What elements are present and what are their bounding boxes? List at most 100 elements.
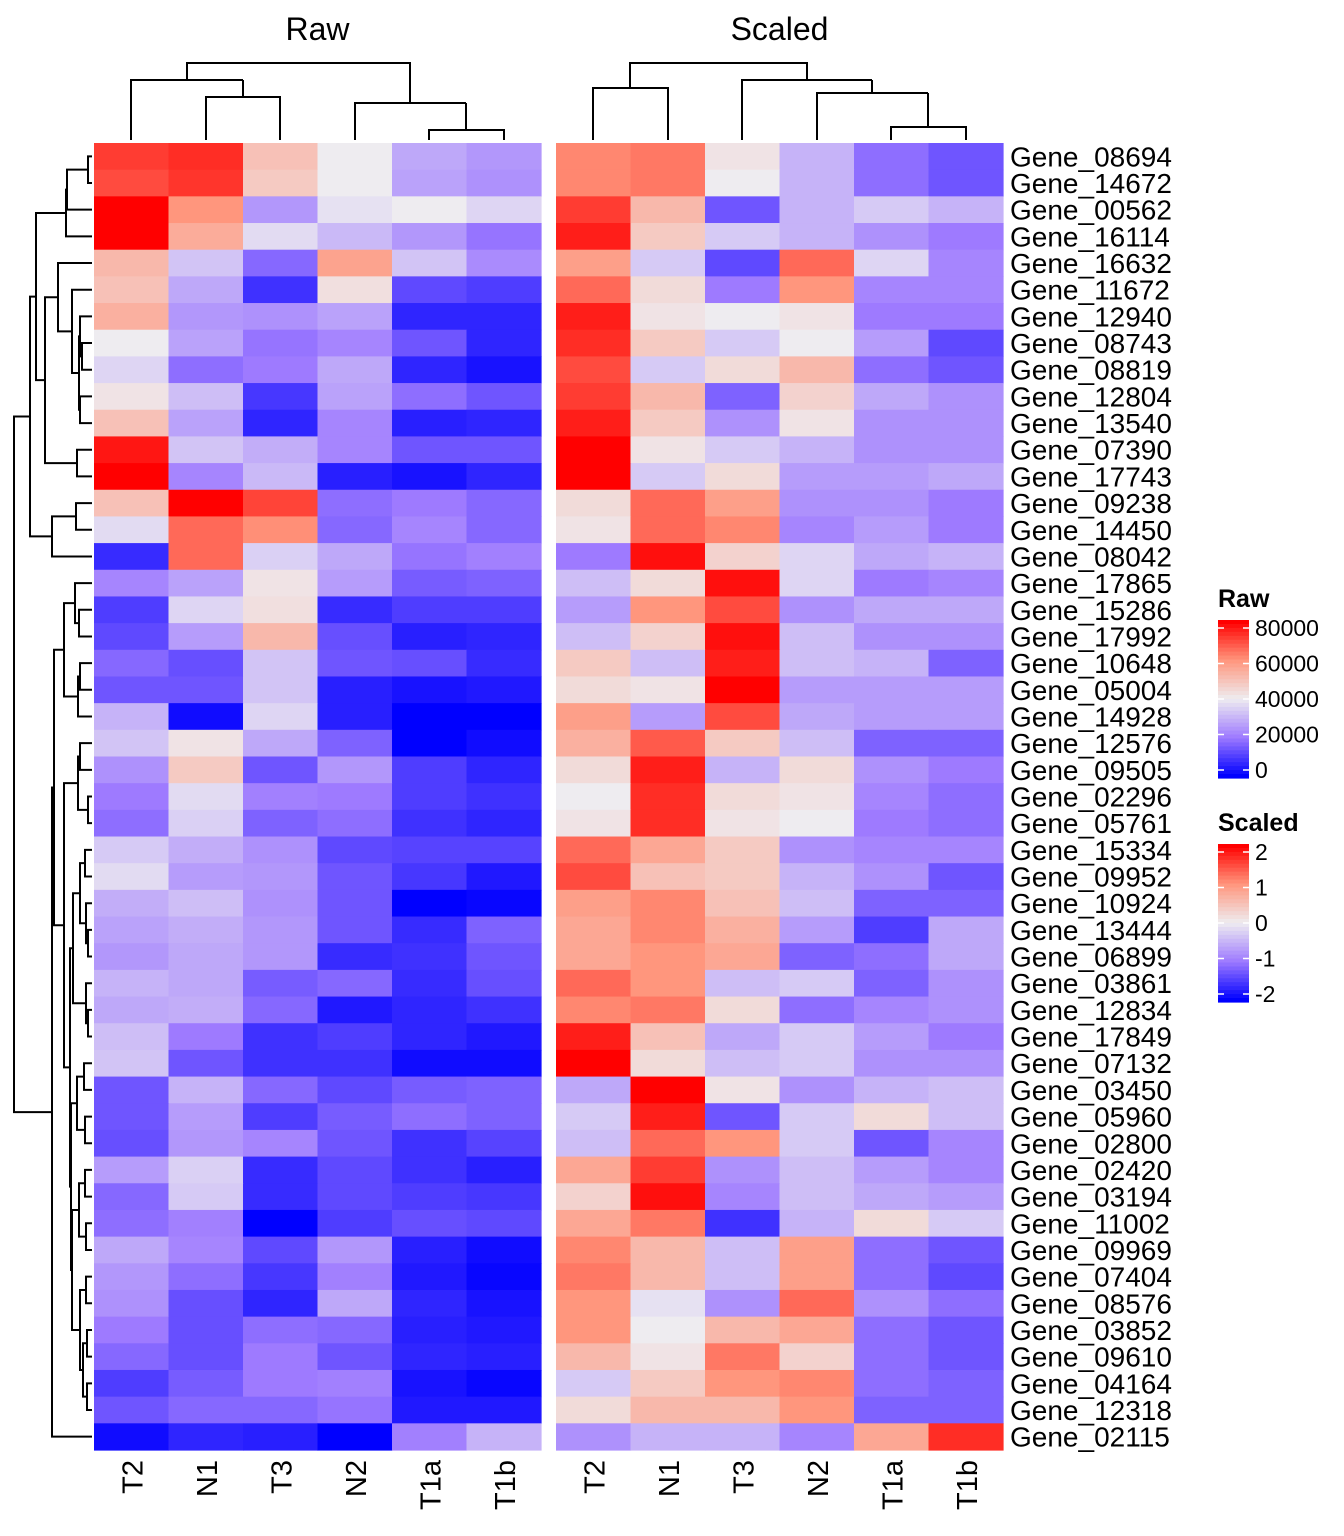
heatmap-cell xyxy=(779,836,855,864)
row-dendrogram-branch xyxy=(76,448,92,478)
heatmap-cell xyxy=(168,196,244,224)
heatmap-cell xyxy=(317,996,393,1024)
heatmap-cell xyxy=(630,196,706,224)
heatmap-cell xyxy=(168,276,244,304)
heatmap-cell xyxy=(854,703,930,731)
heatmap-cell xyxy=(705,1183,781,1211)
heatmap-cell xyxy=(630,489,706,518)
heatmap-cell xyxy=(556,276,632,304)
heatmap-cell xyxy=(94,1023,170,1051)
heatmap-cell xyxy=(705,303,781,331)
heatmap-cell xyxy=(705,1129,781,1158)
legend-color-step xyxy=(1218,699,1249,704)
row-label: Gene_12834 xyxy=(1010,995,1172,1026)
heatmap-cell xyxy=(392,569,468,598)
heatmap-cell xyxy=(630,249,706,277)
heatmap-cell xyxy=(556,623,632,651)
heatmap-cell xyxy=(168,756,244,784)
column-label: T1b xyxy=(490,1460,522,1510)
heatmap-cell xyxy=(705,943,781,971)
heatmap-cell xyxy=(928,196,1004,224)
legend-color-step xyxy=(1218,774,1249,779)
legend-color-step xyxy=(1218,718,1249,724)
heatmap-cell xyxy=(168,1289,244,1318)
heatmap-cell xyxy=(928,703,1004,731)
heatmap-cell xyxy=(317,756,393,784)
heatmap-cell xyxy=(928,223,1004,251)
heatmap-cell xyxy=(630,596,706,624)
heatmap-cell xyxy=(854,676,930,704)
heatmap-cell xyxy=(168,596,244,624)
heatmap-cell xyxy=(392,1423,468,1451)
heatmap-cell xyxy=(705,169,781,197)
heatmap-cell xyxy=(317,783,393,811)
heatmap-cell xyxy=(243,943,319,971)
heatmap-cell xyxy=(392,596,468,624)
legend-color-step xyxy=(1218,695,1249,700)
heatmap-cell xyxy=(243,1156,319,1184)
heatmap-cell xyxy=(705,143,781,171)
heatmap-cell xyxy=(243,1103,319,1131)
heatmap-cell xyxy=(243,649,319,678)
heatmap-cell xyxy=(556,596,632,624)
heatmap-cell xyxy=(392,676,468,704)
heatmap-cell xyxy=(556,783,632,811)
heatmap-cell xyxy=(466,1343,542,1371)
legend-color-step xyxy=(1218,738,1249,744)
heatmap-cell xyxy=(243,889,319,918)
heatmap-cell xyxy=(928,649,1004,678)
heatmap-cell xyxy=(779,463,855,491)
heatmap-cell xyxy=(94,916,170,944)
heatmap-cell xyxy=(854,276,930,304)
heatmap-cell xyxy=(928,836,1004,864)
heatmap-cell xyxy=(779,1423,855,1451)
heatmap-cell xyxy=(779,276,855,304)
heatmap-cell xyxy=(168,489,244,518)
heatmap-cell xyxy=(630,1263,706,1291)
heatmap-cell xyxy=(392,1209,468,1238)
legend-tick-label: 60000 xyxy=(1255,651,1319,677)
heatmap-cell xyxy=(705,1209,781,1238)
heatmap-cell xyxy=(466,783,542,811)
heatmap-cell xyxy=(94,676,170,704)
heatmap-cell xyxy=(928,916,1004,944)
heatmap-cell xyxy=(317,623,393,651)
heatmap-cell xyxy=(630,649,706,678)
heatmap-cell xyxy=(779,916,855,944)
row-dendrogram-branch xyxy=(83,1062,92,1091)
heatmap-cell xyxy=(556,676,632,704)
legend-tick-label: -1 xyxy=(1255,946,1275,972)
heatmap-cell xyxy=(779,1289,855,1318)
heatmap-cell xyxy=(779,756,855,784)
heatmap-cell xyxy=(392,1076,468,1104)
legend-color-step xyxy=(1218,762,1249,767)
heatmap-cell xyxy=(705,1423,781,1451)
heatmap-cell xyxy=(928,1183,1004,1211)
heatmap-cell xyxy=(243,916,319,944)
heatmap-cell xyxy=(854,916,930,944)
heatmap-cell xyxy=(630,729,706,758)
panel-title: Scaled xyxy=(731,11,829,47)
heatmap-cell xyxy=(243,543,319,571)
legend-tick-label: 80000 xyxy=(1255,615,1319,641)
row-dendrogram-branch xyxy=(81,342,92,371)
heatmap-cell xyxy=(317,463,393,491)
heatmap-cell xyxy=(243,569,319,598)
heatmap-cell xyxy=(556,889,632,918)
heatmap-cell xyxy=(928,783,1004,811)
legend-title: Raw xyxy=(1218,585,1270,613)
heatmap-cell xyxy=(854,1209,930,1238)
column-label: T3 xyxy=(728,1460,760,1494)
heatmap-cell xyxy=(705,836,781,864)
column-label: T3 xyxy=(266,1460,298,1494)
heatmap-cell xyxy=(466,276,542,304)
heatmap-cell xyxy=(243,1396,319,1424)
heatmap-cell xyxy=(94,1209,170,1238)
legend-title: Scaled xyxy=(1218,809,1299,837)
heatmap-cell xyxy=(854,889,930,918)
heatmap-cell xyxy=(705,863,781,891)
row-label: Gene_15334 xyxy=(1010,835,1172,866)
heatmap-cell xyxy=(779,409,855,438)
row-label: Gene_02115 xyxy=(1010,1422,1170,1453)
heatmap-cell xyxy=(466,809,542,838)
